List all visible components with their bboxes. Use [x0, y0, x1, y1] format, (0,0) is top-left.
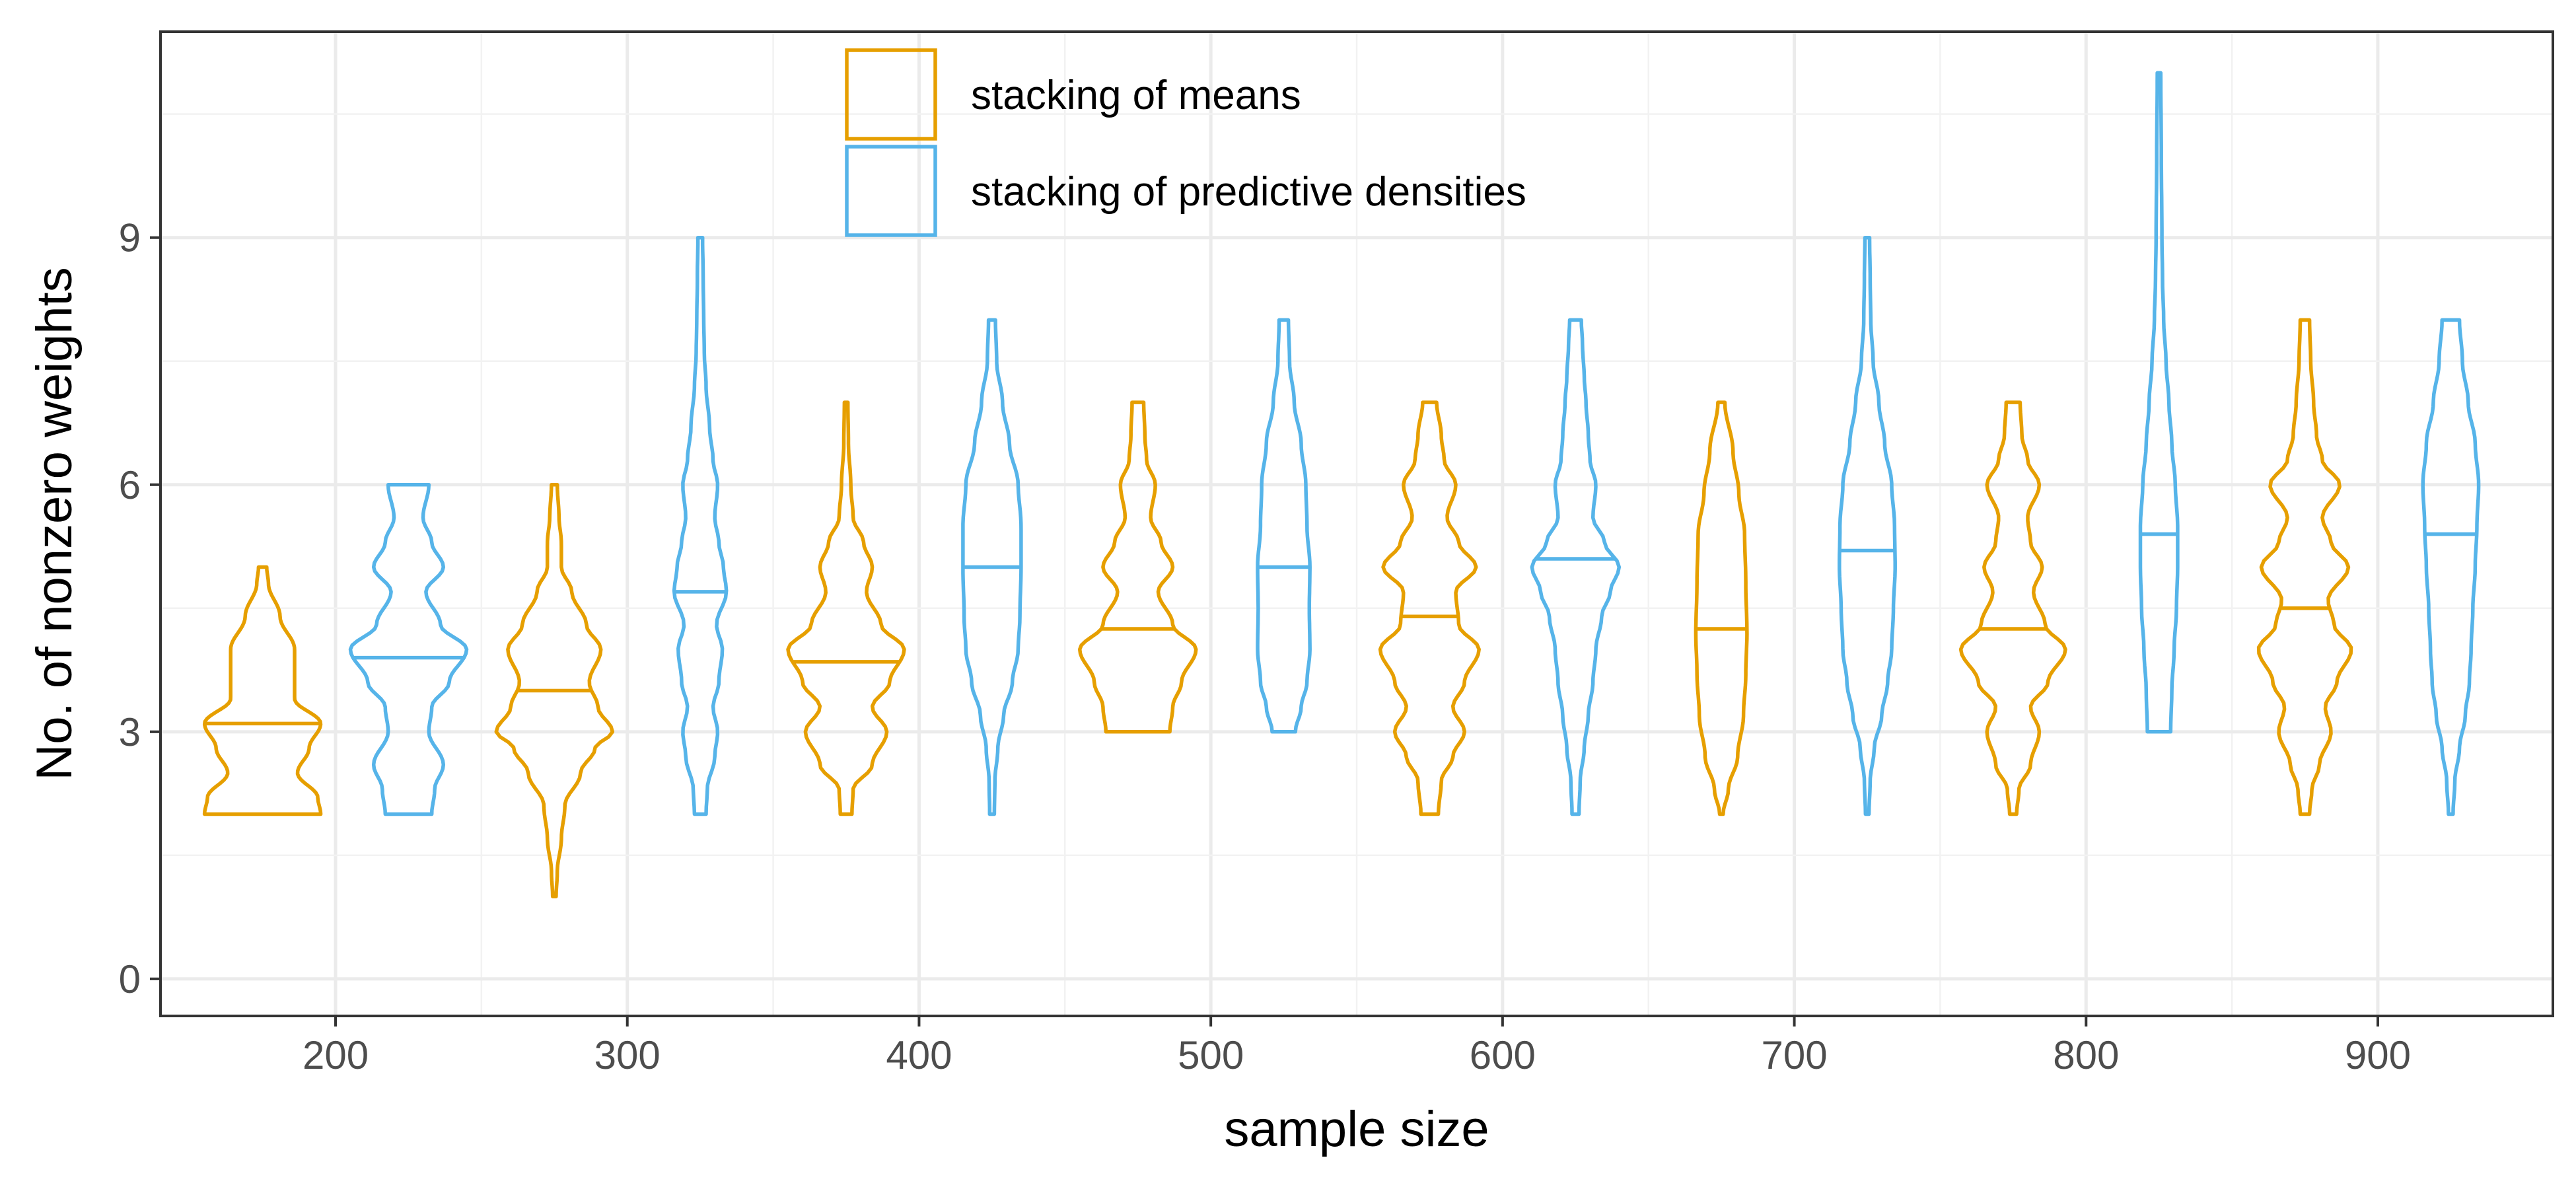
y-tick-label: 6 — [119, 463, 141, 507]
violin-shape — [1378, 400, 1481, 816]
violin-shape — [1838, 235, 1897, 816]
plot-panel-border — [159, 30, 2554, 1017]
violin-shape — [2138, 71, 2180, 734]
violin-shape — [786, 400, 906, 816]
violin-shape — [1530, 318, 1622, 816]
violin-shape — [494, 483, 615, 898]
violin-shape — [1256, 318, 1312, 734]
grid-lines — [161, 32, 2553, 1016]
violin-shape — [1958, 400, 2067, 816]
y-tick-label: 0 — [119, 957, 141, 1001]
legend-key — [845, 145, 937, 237]
x-tick-label: 400 — [886, 1033, 952, 1077]
legend-label: stacking of predictive densities — [971, 169, 1526, 215]
violins — [202, 71, 2481, 898]
x-tick-label: 800 — [2053, 1033, 2119, 1077]
axes: 200 300 400 500 600 700 800 900 0 3 6 9 — [119, 216, 2411, 1077]
x-axis-title: sample size — [1224, 1101, 1489, 1157]
x-tick-label: 300 — [594, 1033, 661, 1077]
violin-shape — [1694, 400, 1749, 816]
legend: stacking of means stacking of predictive … — [845, 48, 1526, 237]
y-axis-title: No. of nonzero weights — [26, 267, 83, 780]
x-tick-label: 500 — [1178, 1033, 1244, 1077]
violin-shape — [2256, 318, 2353, 816]
y-tick-label: 3 — [119, 710, 141, 754]
violin-shape — [1077, 400, 1198, 734]
y-tick-label: 9 — [119, 216, 141, 260]
violin-shape — [348, 483, 469, 816]
violin-shape — [202, 565, 323, 816]
x-tick-label: 900 — [2345, 1033, 2411, 1077]
legend-key — [845, 48, 937, 141]
violin-shape — [2421, 318, 2481, 816]
violin-shape — [961, 318, 1023, 816]
violin-shape — [672, 235, 729, 816]
x-tick-label: 700 — [1762, 1033, 1828, 1077]
x-tick-label: 600 — [1470, 1033, 1536, 1077]
legend-label: stacking of means — [971, 73, 1301, 118]
x-tick-label: 200 — [303, 1033, 369, 1077]
